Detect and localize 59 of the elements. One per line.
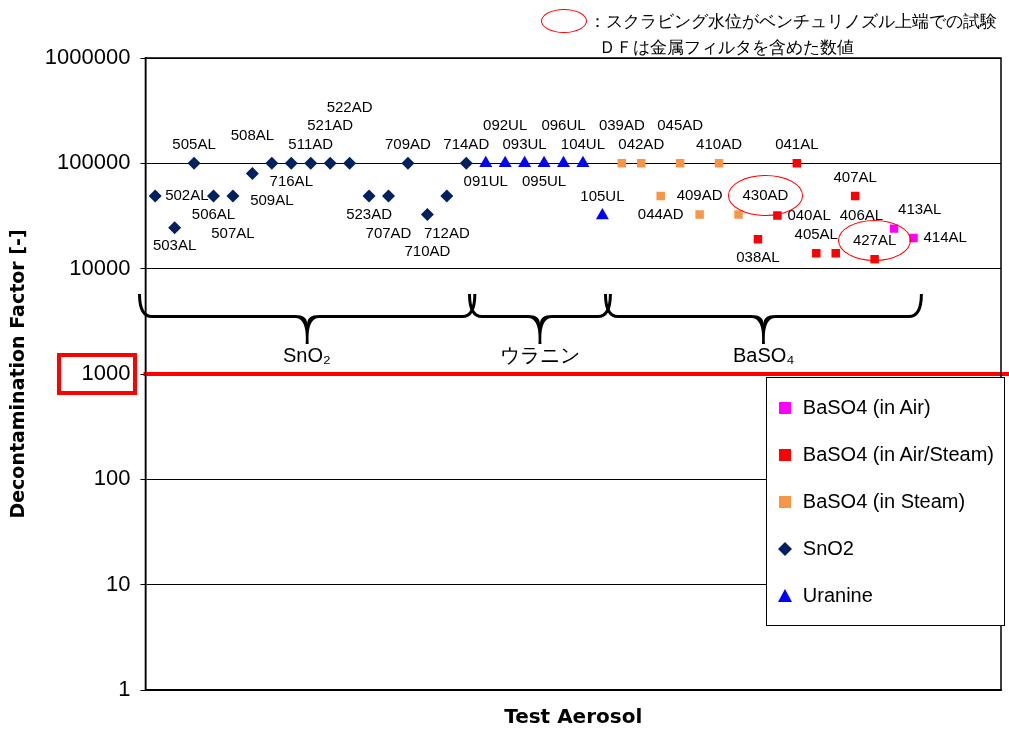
y-tick-label: 1	[118, 676, 131, 702]
y-tick-label: 10000	[69, 254, 131, 280]
annotation: 406AL	[839, 205, 884, 223]
annotation: 710AD	[404, 242, 451, 260]
annotation: 041AL	[775, 134, 819, 152]
annotation: 092UL	[483, 115, 528, 133]
annotation: 507AL	[211, 223, 255, 241]
annotation: 707AD	[365, 223, 412, 241]
text: ＤＦは金属フィルタを含めた数値	[599, 36, 854, 59]
annotation: 105UL	[580, 187, 625, 205]
annotation: 413AL	[898, 200, 942, 218]
annotation: 407AL	[833, 167, 877, 185]
annotation: SnO₂	[282, 343, 331, 367]
annotation: BaSO₄	[733, 343, 795, 367]
y-tick-label: 100	[93, 465, 131, 491]
annotation: 427AL	[852, 230, 897, 248]
annotation: 042AD	[618, 134, 665, 152]
text: ：スクラビング水位がベンチュリノズル上端での試験	[589, 10, 997, 33]
annotation: 096UL	[541, 115, 586, 133]
annotation: 093UL	[502, 134, 547, 152]
y-tick-label: 10	[105, 570, 131, 596]
annotation: 040AL	[787, 205, 831, 223]
annotation: 522AD	[326, 97, 373, 115]
legend-label: BaSO4 (in Air)	[802, 396, 931, 419]
legend-label: BaSO4 (in Steam)	[802, 490, 966, 513]
annotation: 714AD	[443, 134, 490, 152]
annotation: 508AL	[230, 126, 275, 144]
annotation: 712AD	[423, 223, 470, 241]
annotation: ウラニン	[500, 342, 581, 368]
annotation: 095UL	[521, 171, 567, 189]
annotation: 410AD	[696, 134, 743, 152]
y-tick-label: 1000000	[44, 44, 131, 70]
annotation: 709AD	[385, 134, 432, 152]
annotation: 430AD	[742, 186, 789, 204]
y-tick-label: 1000	[81, 360, 131, 386]
annotation: 509AL	[250, 190, 294, 208]
annotation: 104UL	[560, 134, 606, 152]
annotation: 502AL	[165, 186, 209, 204]
y-axis-title: Decontamination Factor [-]	[6, 229, 29, 519]
annotation: 506AL	[191, 204, 236, 222]
annotation: 409AD	[676, 186, 723, 204]
annotation: 045AD	[657, 115, 704, 133]
annotation: 038AL	[736, 247, 780, 265]
y-tick-label: 100000	[57, 149, 131, 175]
annotation: 039AD	[598, 115, 645, 133]
annotation: 511AD	[288, 134, 334, 152]
annotation: 091UL	[463, 171, 508, 189]
legend-label: Uranine	[802, 584, 873, 607]
legend-label: BaSO4 (in Air/Steam)	[802, 443, 994, 466]
legend-label: SnO2	[802, 537, 854, 560]
annotation: 503AL	[152, 236, 197, 254]
annotation: 521AD	[307, 115, 354, 133]
annotation: 414AL	[923, 228, 967, 246]
annotation: 523AD	[346, 204, 393, 222]
annotation: 405AL	[794, 224, 838, 242]
annotation: 505AL	[172, 134, 216, 152]
annotation: 716AL	[269, 171, 313, 189]
annotation: 044AD	[637, 204, 684, 222]
x-axis-title: Test Aerosol	[504, 704, 643, 729]
